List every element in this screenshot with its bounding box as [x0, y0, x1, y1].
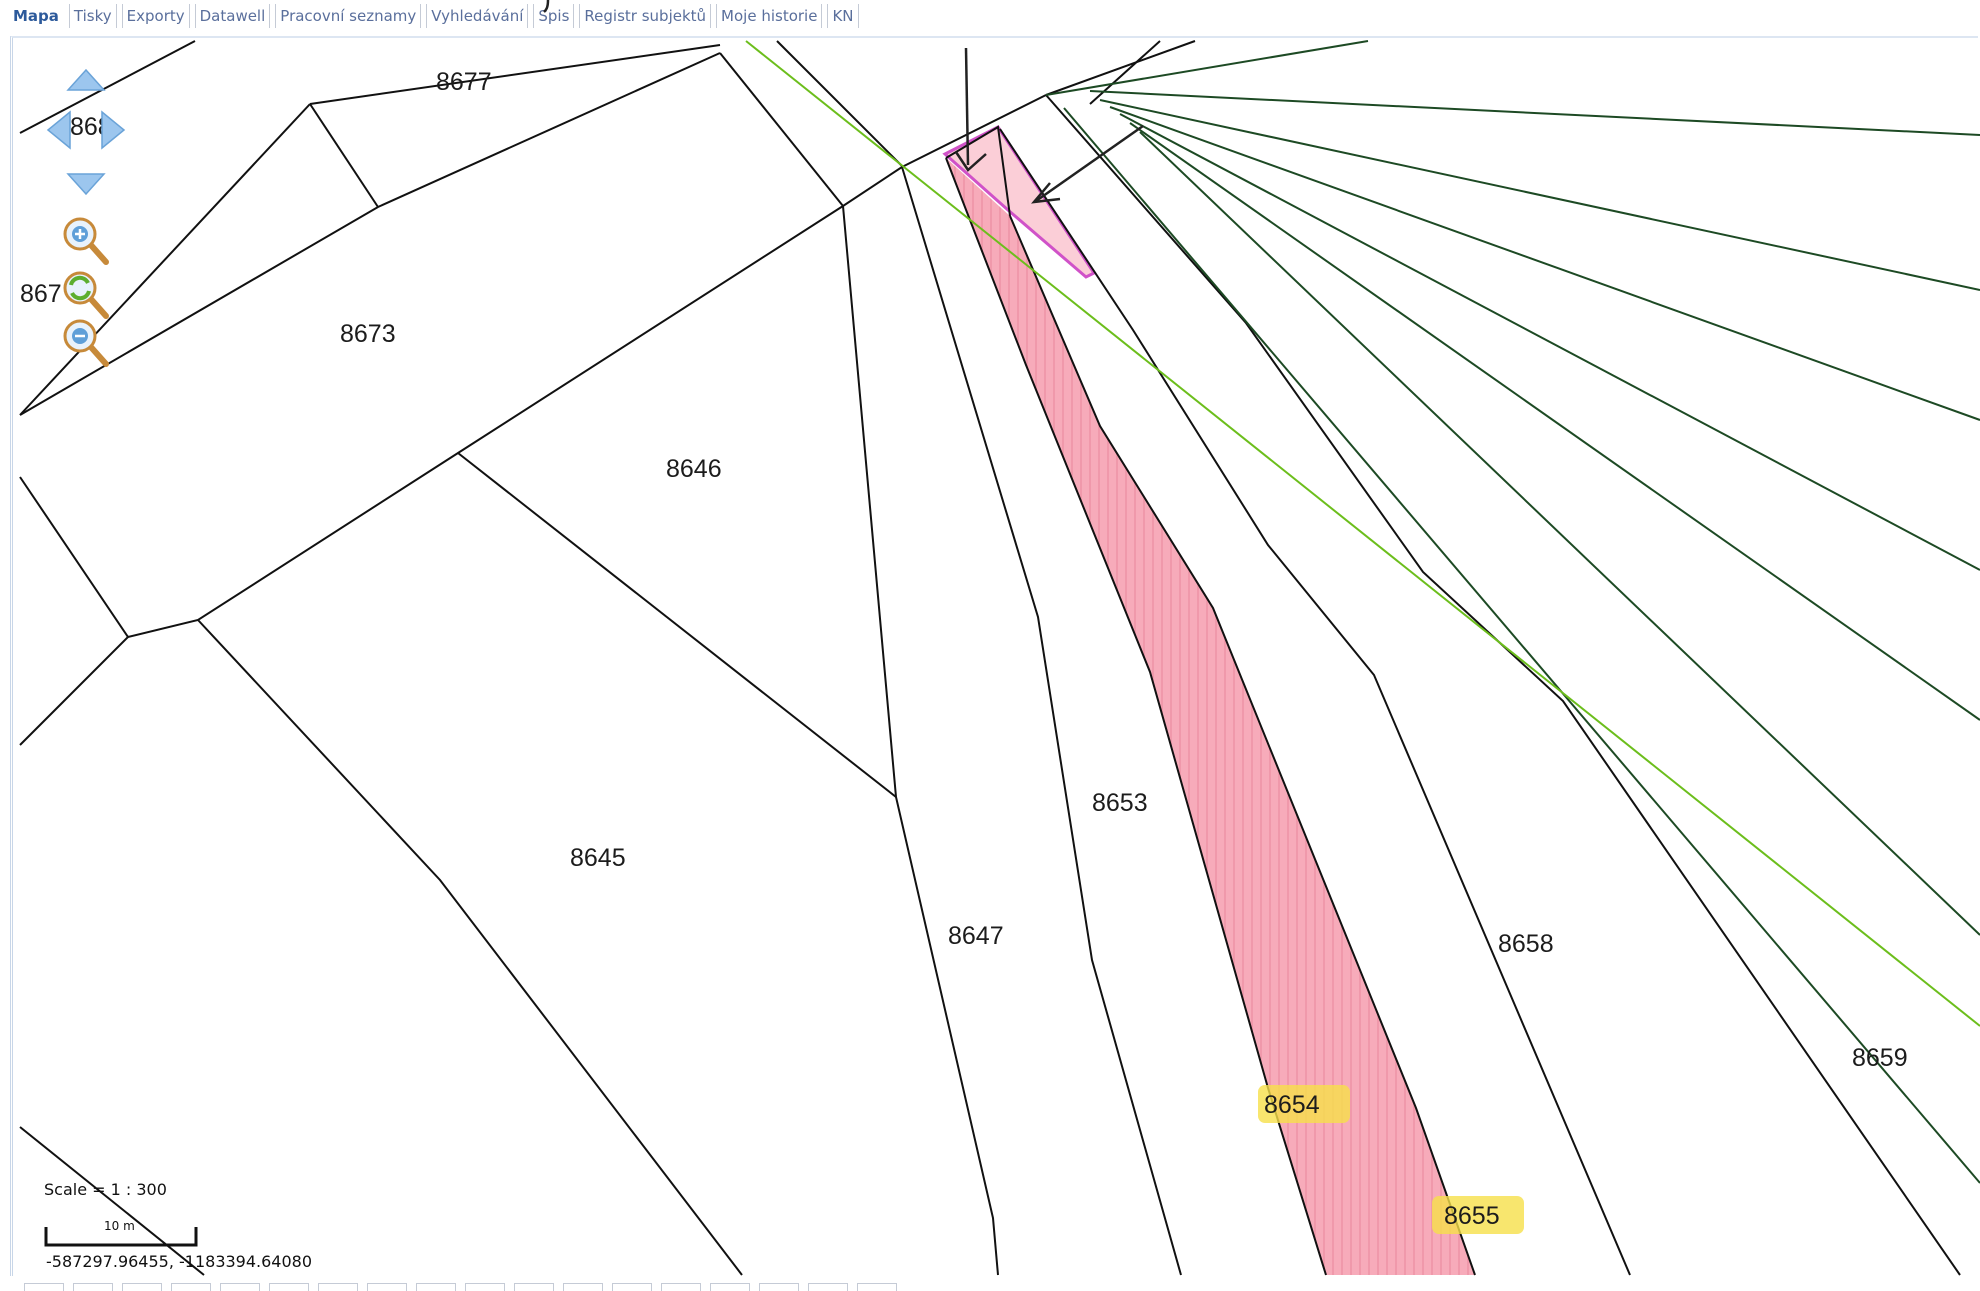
toolbar-button[interactable] [220, 1283, 260, 1291]
toolbar-button[interactable] [318, 1283, 358, 1291]
arrow-up-icon[interactable] [64, 68, 108, 94]
bottom-toolbar [24, 1283, 897, 1291]
toolbar-button[interactable] [563, 1283, 603, 1291]
highlighted-parcel-fill[interactable] [946, 158, 1475, 1275]
zoom-reset-icon[interactable] [60, 268, 110, 320]
toolbar-button[interactable] [367, 1283, 407, 1291]
tab-datawell[interactable]: Datawell [194, 4, 271, 28]
tab-mapa[interactable]: Mapa [8, 4, 64, 28]
toolbar-button[interactable] [416, 1283, 456, 1291]
tab-tisky[interactable]: Tisky [68, 4, 117, 28]
map-frame [10, 36, 1978, 1276]
parcel-label-8659: 8659 [1852, 1044, 1908, 1072]
tab-moje-historie[interactable]: Moje historie [716, 4, 823, 28]
toolbar-button[interactable] [612, 1283, 652, 1291]
toolbar-button[interactable] [24, 1283, 64, 1291]
tab-bar: Mapa Tisky Exporty Datawell Pracovní sez… [8, 0, 859, 32]
toolbar-button[interactable] [269, 1283, 309, 1291]
green-reference-line [745, 40, 1980, 1027]
radial-boundary-lines [1045, 40, 1980, 1184]
toolbar-button[interactable] [857, 1283, 897, 1291]
parcel-label-8654: 8654 [1264, 1091, 1320, 1119]
parcel-label-8647: 8647 [948, 922, 1004, 950]
arrow-right-icon[interactable] [98, 108, 126, 152]
toolbar-button[interactable] [759, 1283, 799, 1291]
scale-unit-label: 10 m [104, 1219, 135, 1233]
tab-pracovni-seznamy[interactable]: Pracovní seznamy [275, 4, 422, 28]
parcel-label-8677: 8677 [436, 68, 492, 96]
parcel-label-8646: 8646 [666, 455, 722, 483]
scale-bar [44, 1227, 198, 1247]
arrow-down-icon[interactable] [64, 170, 108, 196]
tab-kn[interactable]: KN [827, 4, 859, 28]
tab-registr-subjektu[interactable]: Registr subjektů [579, 4, 712, 28]
parcel-label-8653: 8653 [1092, 789, 1148, 817]
toolbar-button[interactable] [808, 1283, 848, 1291]
parcel-label-8645: 8645 [570, 844, 626, 872]
label-highlight-8655 [1432, 1196, 1524, 1234]
toolbar-button[interactable] [73, 1283, 113, 1291]
scale-label: Scale = 1 : 300 [44, 1180, 167, 1199]
coordinates-readout: -587297.96455, -1183394.64080 [46, 1252, 313, 1271]
toolbar-button[interactable] [710, 1283, 750, 1291]
parcel-label-8655: 8655 [1444, 1202, 1500, 1230]
tab-vyhledavani[interactable]: Vyhledávání [426, 4, 529, 28]
parcel-boundaries [19, 40, 1961, 1276]
annotation-arrows [543, 0, 1144, 204]
toolbar-button[interactable] [514, 1283, 554, 1291]
tab-exporty[interactable]: Exporty [121, 4, 190, 28]
toolbar-button[interactable] [171, 1283, 211, 1291]
toolbar-button[interactable] [661, 1283, 701, 1291]
toolbar-button[interactable] [122, 1283, 162, 1291]
zoom-in-icon[interactable] [60, 214, 110, 266]
toolbar-button[interactable] [465, 1283, 505, 1291]
arrow-left-icon[interactable] [46, 108, 74, 152]
parcel-label-8673: 8673 [340, 320, 396, 348]
label-highlight-8654 [1258, 1085, 1350, 1123]
parcel-label-867x: 867 [20, 280, 62, 308]
zoom-out-icon[interactable] [60, 316, 110, 368]
parcel-label-8658: 8658 [1498, 930, 1554, 958]
